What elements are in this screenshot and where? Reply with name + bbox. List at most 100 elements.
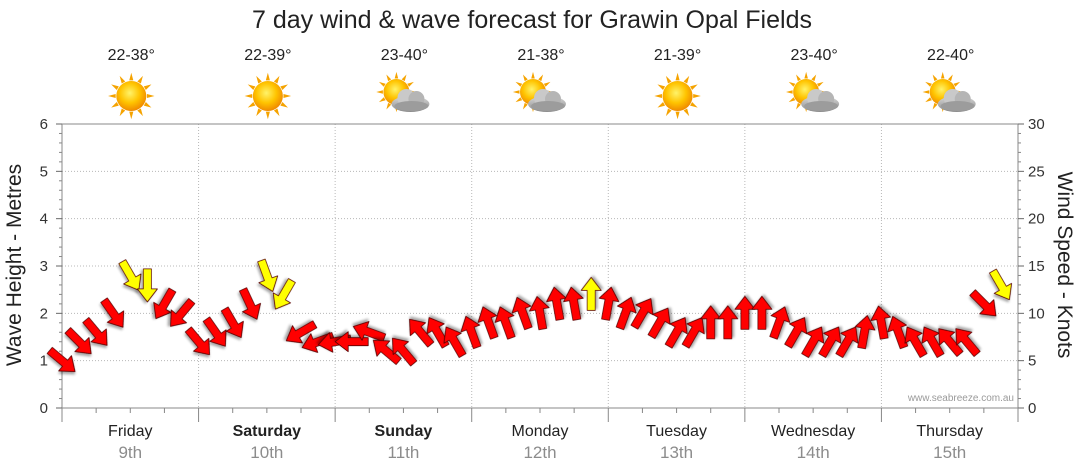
- sun-ray: [244, 93, 253, 99]
- wind-arrow: [409, 318, 435, 348]
- sun-ray: [247, 102, 256, 108]
- sun-ray: [129, 72, 134, 81]
- wind-arrow: [615, 296, 637, 331]
- sun-rays: [108, 72, 155, 120]
- x-axis: Friday 9th Saturday 10th Sunday 11th Monday 12t…: [61, 408, 1019, 462]
- sun-ray: [665, 75, 672, 84]
- cloud-part: [804, 101, 839, 111]
- right-tick-label: 5: [1028, 353, 1036, 370]
- wind-arrow-shape: [580, 276, 602, 311]
- day-name-label: Wednesday: [771, 423, 855, 440]
- sun-ray: [265, 111, 270, 120]
- wind-arrow-shape: [409, 318, 435, 348]
- left-tick-label: 2: [40, 305, 48, 322]
- day-name-label: Sunday: [375, 423, 433, 440]
- wind-arrow-shape: [392, 337, 418, 367]
- wind-arrows: [46, 258, 1012, 373]
- cloud-shape: [528, 89, 566, 112]
- plot-grid: [62, 123, 1018, 408]
- wind-arrow-shape: [443, 326, 467, 358]
- right-axis: 0 5 10 15 20 25 30: [1018, 116, 1045, 417]
- day-name-label: Saturday: [233, 423, 302, 440]
- wind-arrow: [921, 326, 945, 358]
- sun-ray: [283, 93, 292, 99]
- day-date-label: 10th: [250, 443, 283, 462]
- wind-arrow-shape: [372, 339, 402, 365]
- sun-ray: [804, 71, 808, 79]
- wind-arrow: [239, 287, 261, 320]
- wind-arrow: [257, 258, 279, 292]
- wind-arrow-shape: [272, 278, 296, 310]
- sun-disc: [252, 81, 283, 111]
- sun-ray: [940, 71, 945, 79]
- sun-ray: [512, 90, 520, 94]
- sun-disc: [116, 81, 147, 111]
- sun-ray: [273, 108, 280, 117]
- wind-arrow: [734, 295, 756, 330]
- wind-arrow: [887, 315, 909, 350]
- day-date-label: 14th: [797, 443, 830, 462]
- wind-arrow: [170, 298, 196, 327]
- left-tick-label: 1: [40, 353, 48, 370]
- wind-arrow: [647, 307, 671, 340]
- day-temperature: 21-39°: [654, 47, 701, 64]
- sun-ray: [256, 75, 262, 84]
- wind-arrow: [153, 287, 177, 320]
- wind-arrow-shape: [202, 316, 227, 347]
- sun-ray: [657, 102, 666, 108]
- sun-ray: [280, 84, 288, 90]
- wind-arrow: [529, 296, 550, 331]
- sun-ray: [675, 111, 680, 120]
- sun-ray: [143, 84, 152, 90]
- day-temperature: 22-40°: [927, 47, 974, 64]
- day-name-label: Thursday: [916, 423, 983, 440]
- day-date-label: 15th: [933, 443, 966, 462]
- sun-ray: [796, 74, 801, 82]
- sun-ray: [119, 108, 126, 117]
- wind-arrow: [938, 328, 964, 357]
- wind-arrow-shape: [494, 306, 516, 340]
- sun-ray: [522, 102, 528, 110]
- sun-ray: [273, 75, 280, 84]
- wind-arrow-shape: [955, 328, 981, 357]
- wind-arrow: [64, 327, 92, 355]
- sun-ray: [407, 81, 414, 87]
- wind-arrow: [118, 259, 142, 291]
- wind-arrow-shape: [598, 286, 620, 321]
- wind-arrow-shape: [854, 315, 876, 350]
- sun-ray: [788, 81, 796, 87]
- sun-ray: [378, 97, 386, 103]
- wind-arrow: [751, 295, 773, 330]
- sun-ray: [683, 108, 690, 117]
- day-headers: 22-38° 22-39° 23-40° 21-38° 21-39° 23-40° 22-4…: [108, 47, 976, 120]
- wind-arrow-shape: [989, 268, 1012, 301]
- sun-ray: [538, 74, 544, 82]
- wind-arrow: [272, 278, 296, 310]
- wind-arrow: [494, 306, 516, 340]
- sun-disc: [662, 81, 693, 111]
- right-tick-label: 15: [1028, 258, 1045, 275]
- wind-arrow-shape: [835, 326, 859, 358]
- wind-arrow: [352, 321, 387, 342]
- sun-ray: [515, 97, 523, 103]
- sun-ray: [531, 71, 535, 79]
- sun-ray: [788, 97, 796, 103]
- cloud-shape: [801, 89, 840, 112]
- wind-arrow-shape: [64, 327, 92, 355]
- wind-arrow-shape: [818, 326, 842, 358]
- wind-arrow: [202, 316, 227, 347]
- sun-ray: [690, 84, 698, 90]
- wind-arrow: [220, 306, 244, 338]
- wind-arrow-shape: [938, 328, 964, 357]
- cloud-part: [940, 101, 975, 111]
- wind-arrow-shape: [136, 268, 158, 303]
- wind-arrow-shape: [511, 296, 533, 331]
- wind-arrow: [136, 268, 158, 303]
- wind-arrow-shape: [615, 296, 637, 331]
- wind-arrow-shape: [681, 317, 705, 349]
- sun-ray: [925, 97, 932, 103]
- wind-arrow-shape: [664, 317, 688, 349]
- wind-arrow: [700, 305, 722, 340]
